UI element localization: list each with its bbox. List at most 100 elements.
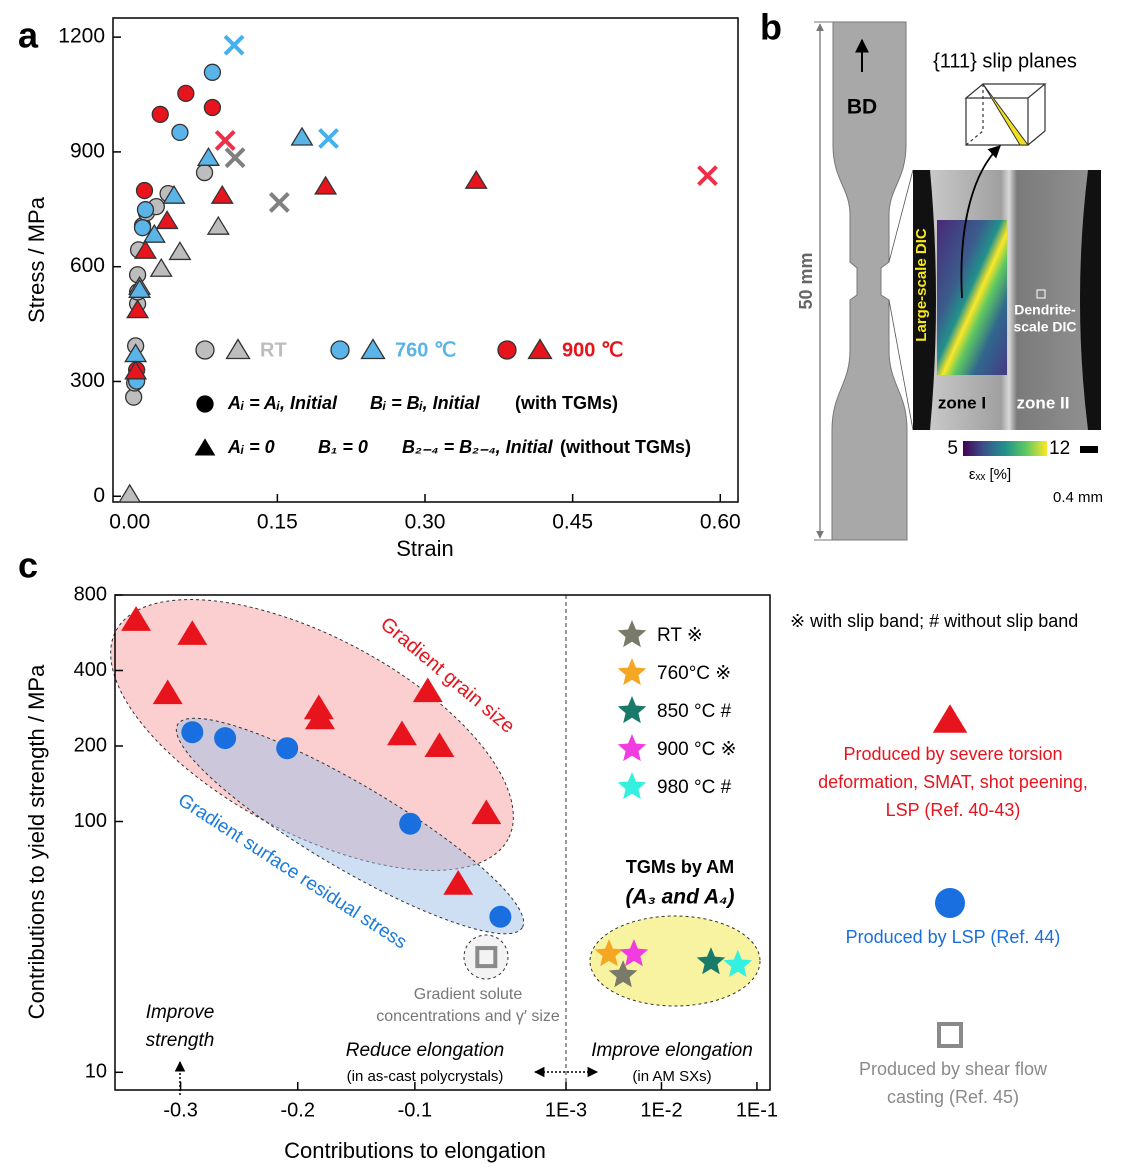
zone-label: zone II <box>1017 393 1070 412</box>
marker-x <box>697 165 718 187</box>
formula-note: (with TGMs) <box>515 393 618 413</box>
marker-triangle <box>932 704 968 733</box>
y-tick-label: 10 <box>85 1061 107 1083</box>
y-tick-label: 0 <box>93 484 105 507</box>
marker-triangle <box>527 338 553 360</box>
marker-triangle <box>471 799 502 825</box>
residual-stress-region <box>175 717 525 935</box>
annotation: Gradient solute <box>414 986 523 1003</box>
x-tick-label: 0.30 <box>405 511 446 534</box>
annotation: Improve <box>146 1002 215 1023</box>
marker-circle <box>151 105 169 124</box>
panel-c-shapes <box>110 595 761 1095</box>
panel-label: b <box>760 7 782 48</box>
x-tick-label: 0.00 <box>109 511 150 534</box>
marker-triangle <box>162 184 186 204</box>
marker-triangle <box>443 870 474 895</box>
slip-arrow <box>960 145 1001 299</box>
x-axis-label: Strain <box>396 536 453 561</box>
plot-frame <box>114 594 771 1091</box>
marker-circle <box>935 888 965 918</box>
dendrite-dic-label: scale DIC <box>1013 319 1076 335</box>
marker-triangle <box>118 483 142 503</box>
marker-triangle <box>412 677 443 703</box>
marker-triangle <box>305 704 335 730</box>
dic-map <box>937 220 1007 375</box>
marker-triangle <box>152 679 183 705</box>
marker-circle <box>203 98 222 117</box>
marker-star <box>619 939 649 967</box>
zoom-line <box>888 169 914 263</box>
marker-circle <box>181 721 204 744</box>
y-tick-label: 900 <box>70 139 105 162</box>
panel-label: a <box>18 15 39 56</box>
description: Produced by severe torsion <box>843 744 1062 764</box>
marker-triangle <box>464 169 488 189</box>
marker-star <box>696 947 726 975</box>
annotation: (A₃ and A₄) <box>625 886 734 909</box>
marker-star <box>617 734 647 762</box>
scale-bar <box>1080 446 1098 453</box>
marker-triangle <box>128 278 152 298</box>
marker-triangle <box>387 720 417 746</box>
marker-triangle <box>168 241 192 261</box>
annotation: ※ with slip band; # without slip band <box>790 611 1078 631</box>
x-tick-label: 0.60 <box>700 511 741 534</box>
marker-triangle <box>142 223 166 243</box>
y-tick-label: 300 <box>70 369 105 392</box>
marker-circle <box>330 340 350 360</box>
marker-triangle <box>210 184 234 204</box>
legend-label: RT ※ <box>657 625 703 646</box>
dic-box <box>1036 289 1046 299</box>
scale-bar-label: 0.4 mm <box>1053 489 1103 506</box>
marker-star <box>594 939 624 967</box>
y-tick-label: 100 <box>74 810 107 832</box>
marker-star <box>608 960 638 988</box>
marker-triangle <box>424 732 455 758</box>
x-tick-label: 1E-3 <box>545 1099 587 1121</box>
dendrite-dic-label: Dendrite- <box>1014 302 1076 318</box>
x-tick-label: -0.2 <box>280 1099 314 1121</box>
marker-triangle <box>360 338 386 360</box>
description: deformation, SMAT, shot peening, <box>818 772 1088 792</box>
marker-triangle <box>133 239 157 259</box>
legend-label: 900 °C ※ <box>657 739 737 760</box>
marker-triangle <box>225 338 251 360</box>
x-tick-label: -0.3 <box>163 1099 197 1121</box>
marker-star <box>723 949 753 978</box>
marker-triangle <box>149 257 173 277</box>
y-axis-label: Stress / MPa <box>24 196 49 323</box>
marker-triangle <box>290 126 314 146</box>
plot-frame <box>112 17 739 503</box>
annotation: (in as-cast polycrystals) <box>347 1068 504 1085</box>
legend-label: 760 ℃ <box>395 339 456 361</box>
x-tick-label: 0.15 <box>257 511 298 534</box>
length-label: 50 mm <box>796 252 816 309</box>
marker-triangle <box>177 620 208 645</box>
marker-triangle <box>126 299 150 319</box>
marker-triangle <box>314 175 338 195</box>
marker-square <box>937 1022 963 1048</box>
marker-triangle <box>196 146 220 166</box>
description: Produced by shear flow <box>859 1059 1048 1079</box>
zoom-line <box>888 299 914 431</box>
y-tick-label: 800 <box>74 583 107 605</box>
marker-circle <box>489 905 512 928</box>
formula: Aᵢ = 0 <box>227 437 275 457</box>
legend-label: RT <box>260 339 287 361</box>
colorbar-label: εₓₓ [%] <box>969 466 1011 483</box>
y-tick-label: 200 <box>74 734 107 756</box>
marker-triangle <box>121 606 152 631</box>
annotation: Reduce elongation <box>346 1040 504 1061</box>
marker-circle <box>195 340 215 360</box>
legend-label: 900 ℃ <box>562 339 623 361</box>
annotation: Improve elongation <box>591 1040 753 1061</box>
marker-x <box>223 34 245 56</box>
bd-label: BD <box>847 96 877 119</box>
colorbar-min: 5 <box>947 438 958 459</box>
solute-region <box>463 934 509 980</box>
slip-planes-label: {111} slip planes <box>933 50 1077 72</box>
annotation: (in AM SXs) <box>632 1068 711 1085</box>
x-tick-label: 1E-2 <box>640 1099 682 1121</box>
x-tick-label: -0.1 <box>398 1099 432 1121</box>
